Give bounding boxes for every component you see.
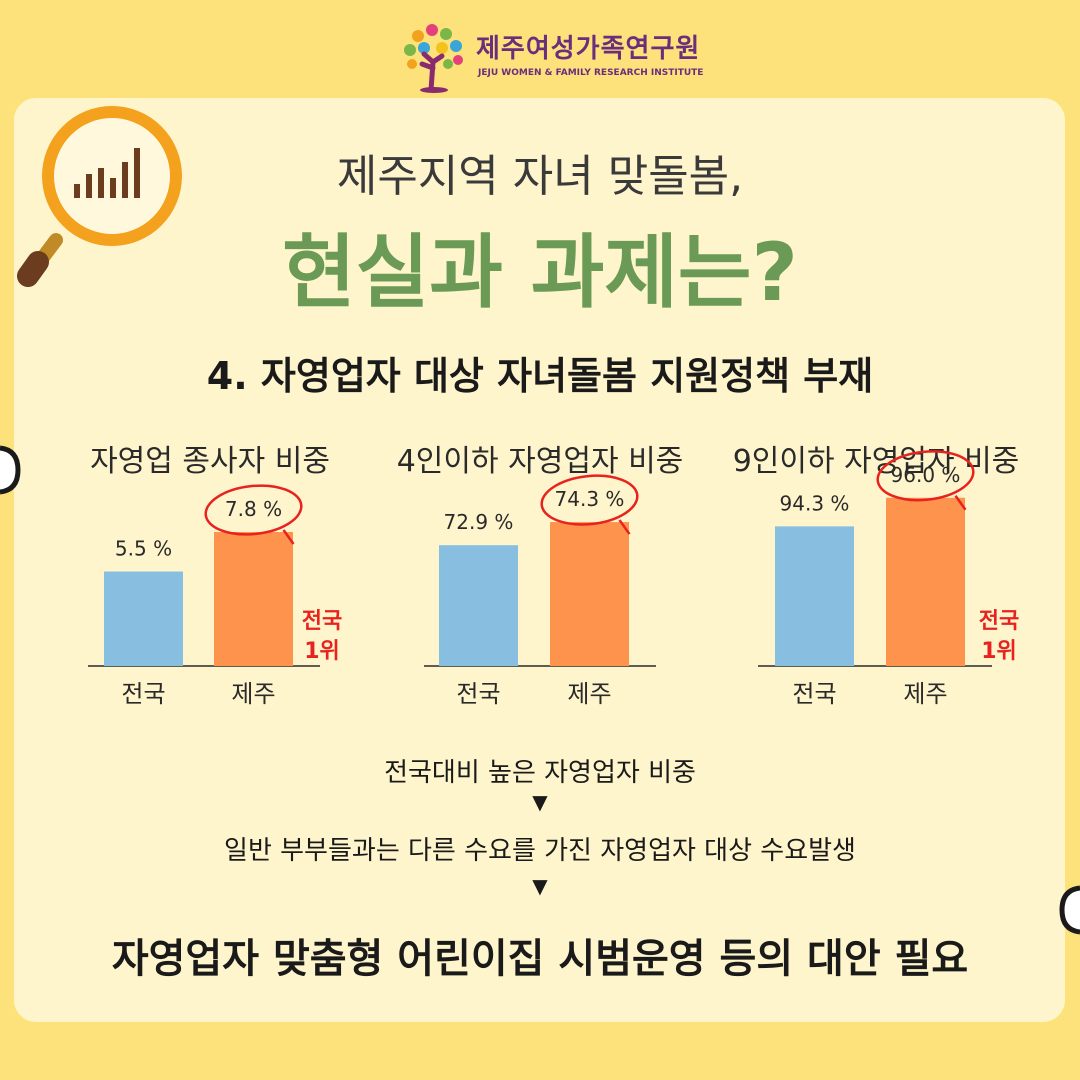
highlight-tail [282,529,295,545]
highlight-circle [876,450,975,502]
value-label: 74.3 % [555,487,625,511]
rank-annotation: 전국 [302,609,342,634]
institute-logo: 제주여성가족연구원 JEJU WOMEN & FAMILY RESEARCH I… [398,20,703,96]
bar-제주 [550,522,629,666]
chart-title-2: 4인이하 자영업자 비중 [396,444,684,479]
bar-전국 [104,571,183,666]
highlight-tail [954,495,967,511]
value-label: 96.0 % [891,463,961,487]
right-edge-decoration [1059,885,1080,935]
bar-제주 [214,532,293,666]
category-label: 전국 [121,680,165,708]
category-label: 제주 [231,680,275,708]
highlight-circle [204,484,303,536]
highlight-tail [618,519,631,535]
chart-title-3: 9인이하 자영업자 비중 [732,444,1020,479]
down-arrow-icon-2: ▼ [532,874,548,898]
bar-전국 [439,545,518,666]
rank-annotation: 전국 [979,609,1019,634]
tree-logo-icon [404,24,463,93]
flow-step-2: 일반 부부들과는 다른 수요를 가진 자영업자 대상 수요발생 [224,836,856,866]
value-label: 94.3 % [780,491,850,515]
value-label: 72.9 % [444,510,514,534]
category-label: 전국 [456,680,500,708]
title-line-2: 현실과 과제는? [282,226,798,319]
value-label: 5.5 % [115,537,172,561]
category-label: 전국 [792,680,836,708]
conclusion-text: 자영업자 맞춤형 어린이집 시범운영 등의 대안 필요 [111,936,969,982]
logo-name-ko: 제주여성가족연구원 [476,34,701,64]
magnifier-chart-icon [17,106,182,287]
bar-전국 [775,526,854,666]
left-edge-decoration [0,445,21,495]
chart-title-1: 자영업 종사자 비중 [90,444,330,479]
category-label: 제주 [903,680,947,708]
value-label: 7.8 % [225,497,282,521]
bar-제주 [886,497,965,666]
logo-name-en: JEJU WOMEN & FAMILY RESEARCH INSTITUTE [478,68,704,78]
flow-step-1: 전국대비 높은 자영업자 비중 [384,758,696,788]
down-arrow-icon: ▼ [532,790,548,814]
highlight-circle [540,474,639,526]
rank-annotation: 1위 [981,639,1017,664]
title-line-1: 제주지역 자녀 맞돌봄, [336,151,744,202]
category-label: 제주 [567,680,611,708]
section-title: 4. 자영업자 대상 자녀돌봄 지원정책 부재 [206,354,874,398]
rank-annotation: 1위 [304,639,340,664]
